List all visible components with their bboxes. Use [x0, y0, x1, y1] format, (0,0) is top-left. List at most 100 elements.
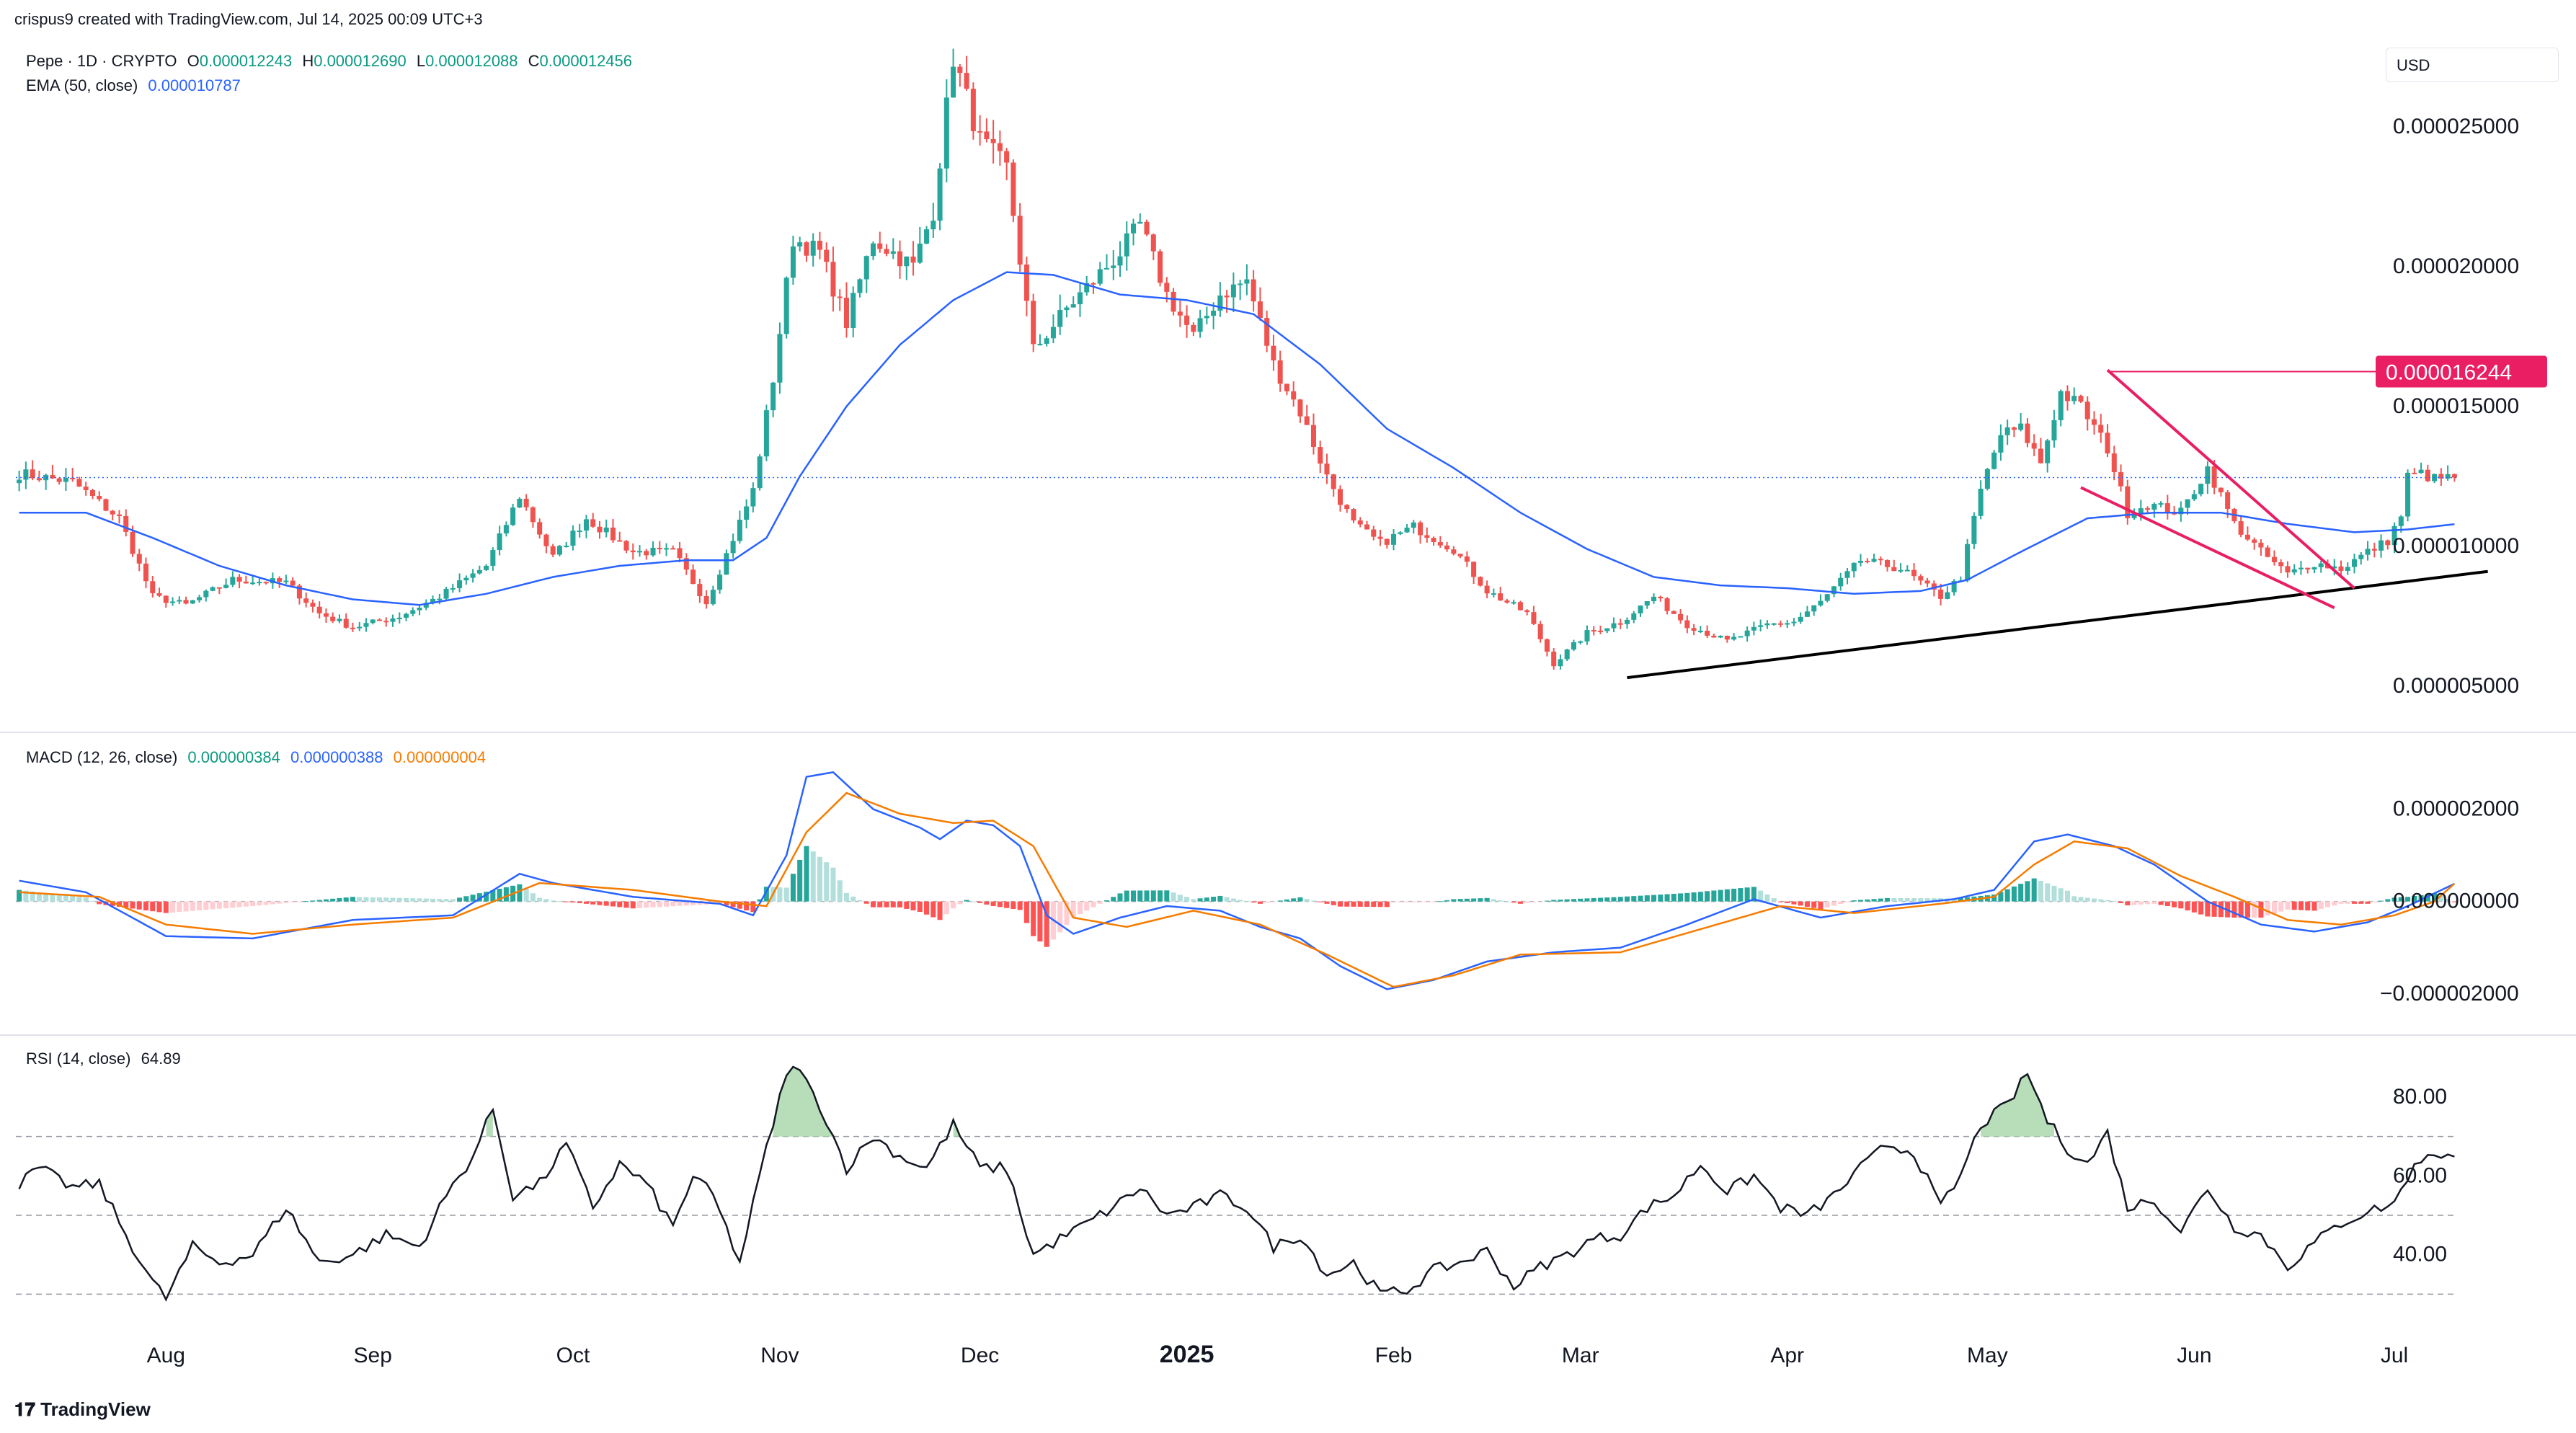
macd-histogram-bar — [316, 900, 322, 902]
macd-histogram-bar — [2158, 901, 2164, 905]
candle-up — [1217, 295, 1223, 311]
candle-down — [1351, 509, 1356, 521]
macd-histogram-bar — [1904, 898, 1910, 902]
time-tick-label: Feb — [1375, 1344, 1413, 1367]
macd-histogram-bar — [1097, 901, 1103, 904]
macd-histogram-bar — [984, 901, 990, 905]
candle-down — [2172, 513, 2177, 515]
candle-down — [1158, 251, 1163, 283]
candle-up — [1044, 338, 1049, 344]
candle-up — [1631, 613, 1637, 620]
candle-up — [1945, 592, 1950, 599]
macd-histogram-bar — [1911, 898, 1917, 902]
macd-histogram-bar — [2432, 893, 2438, 902]
macd-histogram-bar — [443, 899, 449, 902]
candle-down — [1023, 265, 1029, 301]
macd-histogram-bar — [724, 901, 729, 906]
candle-down — [597, 526, 603, 533]
candle-down — [817, 240, 822, 250]
candle-down — [1691, 628, 1697, 631]
candle-up — [2391, 525, 2397, 546]
macd-tick-label: −0.000002000 — [2380, 982, 2519, 1006]
macd-histogram-bar — [650, 901, 656, 908]
macd-legend[interactable]: MACD (12, 26, close) 0.000000384 0.00000… — [26, 748, 486, 767]
macd-histogram-bar — [277, 901, 283, 904]
candle-up — [203, 590, 209, 598]
candle-down — [56, 478, 62, 482]
rsi-overbought-fill — [486, 1109, 493, 1137]
macd-histogram-bar — [2332, 901, 2337, 906]
candle-down — [263, 582, 269, 584]
macd-histogram-bar — [1871, 899, 1877, 902]
candle-up — [1697, 631, 1703, 633]
tradingview-logo[interactable]: 𝟏𝟕 TradingView — [14, 1398, 151, 1421]
ema-legend[interactable]: EMA (50, close) 0.000010787 — [26, 76, 241, 95]
candle-down — [130, 531, 136, 554]
candle-up — [1644, 601, 1650, 606]
candle-down — [89, 489, 95, 497]
macd-histogram-bar — [1731, 888, 1737, 902]
macd-histogram-bar — [1017, 901, 1023, 910]
macd-histogram-bar — [1478, 898, 1483, 902]
macd-histogram-bar — [1571, 899, 1576, 902]
macd-histogram-bar — [1658, 895, 1664, 902]
macd-histogram-bar — [490, 890, 496, 902]
candle-down — [343, 618, 349, 628]
macd-histogram-bar — [1544, 900, 1550, 902]
macd-histogram-bar — [1558, 900, 1563, 902]
macd-histogram-bar — [1364, 901, 1370, 908]
macd-histogram-bar — [1824, 901, 1830, 908]
macd-histogram-bar — [1244, 901, 1250, 902]
macd-histogram-bar — [697, 901, 703, 905]
candle-down — [1451, 549, 1457, 554]
macd-histogram-bar — [1351, 901, 1356, 907]
candle-up — [363, 623, 369, 627]
macd-histogram-bar — [1724, 889, 1730, 902]
macd-histogram-bar — [2118, 901, 2124, 903]
macd-histogram-bar — [2064, 890, 2070, 902]
candle-up — [170, 601, 176, 603]
candle-down — [697, 584, 703, 596]
macd-histogram-bar — [1965, 897, 1971, 902]
candle-up — [357, 626, 363, 629]
macd-histogram-bar — [583, 901, 589, 904]
candle-up — [1738, 636, 1744, 638]
candle-up — [1831, 586, 1837, 595]
candle-down — [2438, 474, 2444, 479]
macd-histogram-bar — [1891, 897, 1897, 902]
macd-histogram-bar — [1818, 901, 1824, 910]
macd-histogram-bar — [210, 901, 216, 910]
macd-histogram-bar — [1044, 901, 1049, 947]
candle-down — [1471, 562, 1477, 577]
macd-histogram-bar — [2191, 901, 2197, 913]
candle-up — [1991, 452, 1997, 469]
currency-selector[interactable]: USD — [2386, 48, 2559, 82]
macd-histogram-bar — [2004, 889, 2010, 902]
macd-histogram-bar — [323, 899, 329, 902]
candle-up — [1998, 435, 2004, 453]
macd-histogram-bar — [2131, 901, 2137, 905]
candle-up — [1070, 304, 1076, 308]
macd-histogram-bar — [2278, 901, 2284, 912]
candle-up — [1965, 544, 1971, 581]
macd-histogram-bar — [2258, 901, 2264, 918]
macd-histogram-bar — [2418, 895, 2424, 902]
candle-up — [190, 600, 195, 604]
macd-histogram-bar — [2151, 901, 2157, 904]
macd-histogram-bar — [243, 901, 249, 907]
candle-down — [243, 581, 249, 584]
macd-histogram-bar — [1224, 897, 1230, 902]
macd-histogram-bar — [156, 901, 162, 913]
candle-up — [497, 533, 502, 551]
candle-down — [884, 249, 889, 254]
symbol-label[interactable]: Pepe · 1D · CRYPTO — [26, 52, 177, 70]
candle-down — [1277, 360, 1283, 384]
macd-histogram-bar — [1771, 898, 1777, 902]
macd-histogram-bar — [110, 901, 115, 906]
macd-histogram-bar — [2285, 901, 2291, 910]
rsi-legend[interactable]: RSI (14, close) 64.89 — [26, 1050, 181, 1068]
candle-up — [457, 580, 463, 588]
candle-down — [163, 595, 169, 603]
candle-up — [1064, 307, 1070, 311]
candle-down — [310, 603, 316, 607]
